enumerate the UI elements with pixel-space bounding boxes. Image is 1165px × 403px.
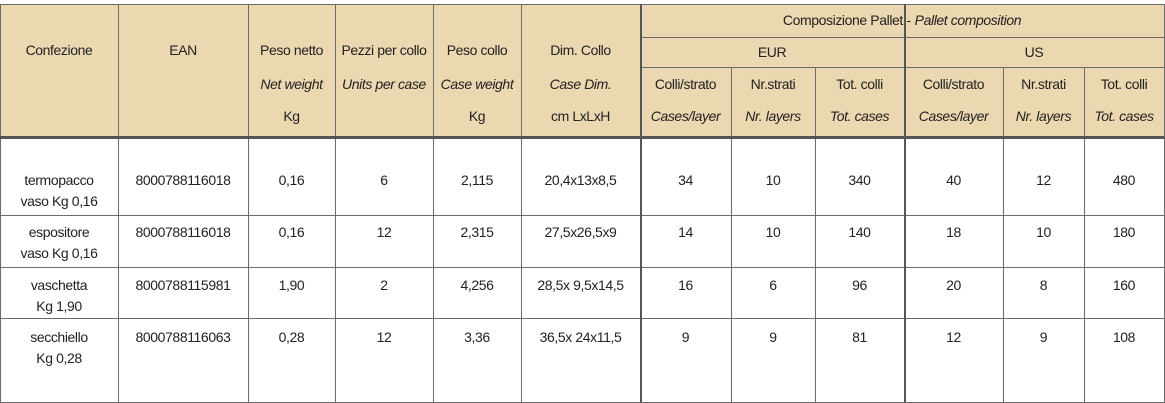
cell-value: 12 (376, 224, 392, 240)
cell-value: 16 (678, 277, 693, 293)
column-label: Peso collo (446, 42, 508, 58)
cell-value: 36,5x 24x11,5 (539, 329, 622, 345)
header-cell (335, 4, 434, 138)
cell-value: 1,90 (278, 277, 305, 293)
cell-value: 6 (380, 172, 388, 188)
product-name: secchiello (30, 329, 88, 345)
cell-value: 14 (678, 224, 693, 240)
column-label: Colli/strato (654, 76, 717, 92)
cell-value: 140 (848, 224, 871, 240)
cell-value: 20,4x13x8,5 (544, 172, 617, 188)
column-translation: Case weight (440, 76, 514, 92)
product-name: vaso Kg 0,16 (20, 245, 98, 261)
cell-value: 40 (946, 172, 961, 188)
cell-value: 18 (946, 224, 961, 240)
product-name: vaso Kg 0,16 (20, 193, 98, 209)
header-cell (640, 4, 1165, 38)
column-label: Pezzi per collo (341, 42, 427, 58)
column-label: Peso netto (260, 42, 323, 58)
cell-value: 2 (380, 277, 388, 293)
column-translation: Case Dim. (549, 76, 612, 92)
group-label: EUR (757, 44, 787, 60)
product-name: Kg 1,90 (36, 298, 82, 314)
column-unit: Kg (283, 108, 300, 124)
column-translation: Cases/layer (918, 108, 989, 124)
product-name: Kg 0,28 (36, 350, 82, 366)
cell-value: 108 (1112, 329, 1136, 345)
cell-value: 180 (1112, 224, 1136, 240)
cell-value: 8000788116018 (135, 172, 231, 188)
column-label: EAN (169, 42, 197, 58)
column-translation: Tot. cases (1094, 108, 1154, 124)
header-cell (433, 4, 522, 138)
cell-value: 28,5x 9,5x14,5 (537, 277, 624, 293)
cell-value: 2,115 (461, 172, 493, 188)
cell-value: 0,28 (278, 329, 305, 345)
column-label: Colli/strato (922, 76, 985, 92)
cell-value: 96 (852, 277, 867, 293)
cell-value: 9 (769, 329, 777, 345)
cell-value: 3,36 (464, 329, 490, 345)
cell-value: 12 (376, 329, 392, 345)
header-cell (815, 67, 905, 138)
cell-value: 480 (1112, 172, 1136, 188)
divider (904, 4, 906, 402)
cell-value: 0,16 (278, 172, 305, 188)
cell-value: 6 (769, 277, 777, 293)
product-name: vaschetta (30, 277, 88, 293)
cell-value: 81 (852, 329, 867, 345)
column-translation: Tot. cases (829, 108, 890, 124)
product-name: espositore (28, 224, 90, 240)
cell-value: 2,315 (460, 224, 494, 240)
column-unit: Kg (468, 108, 486, 124)
column-label: Nr.strati (750, 76, 796, 92)
divider (640, 4, 642, 402)
column-label: Tot. colli (836, 76, 883, 92)
column-translation: Net weight (260, 76, 323, 92)
header-cell (0, 4, 119, 138)
column-translation: Nr. layers (1015, 108, 1072, 124)
cell-value: 8000788116063 (135, 329, 231, 345)
column-translation: Units per case (342, 76, 426, 92)
pallet-title-text: Composizione Pallet - (782, 12, 911, 28)
cell-value: 12 (1036, 172, 1051, 188)
cell-value: 20 (946, 277, 961, 293)
header-cell (1084, 67, 1165, 138)
divider (0, 136, 1165, 139)
product-name: termopacco (24, 172, 94, 188)
cell-value: 160 (1112, 277, 1136, 293)
pallet-title-translation: Pallet composition (914, 12, 1022, 28)
header-cell (118, 4, 249, 138)
column-label: Confezione (25, 42, 93, 58)
cell-value: 340 (848, 172, 871, 188)
cell-value: 10 (765, 224, 781, 240)
cell-value: 10 (765, 172, 781, 188)
cell-value: 12 (946, 329, 961, 345)
cell-value: 0,16 (278, 224, 305, 240)
group-label: US (1024, 44, 1044, 60)
header-cell (731, 67, 816, 138)
header-cell (248, 4, 336, 138)
header-cell (904, 67, 1004, 138)
cell-value: 34 (678, 172, 693, 188)
column-translation: Nr. layers (745, 108, 801, 124)
column-translation: Cases/layer (650, 108, 721, 124)
column-label: Dim. Collo (550, 42, 611, 58)
column-label: Tot. colli (1100, 76, 1148, 92)
cell-value: 8000788115981 (135, 277, 231, 293)
cell-value: 9 (681, 329, 690, 345)
pallet-title: Composizione Pallet - Pallet composition (640, 10, 1164, 30)
cell-value: 4,256 (460, 277, 494, 293)
cell-value: 8000788116018 (135, 224, 231, 240)
cell-value: 8 (1039, 277, 1048, 293)
cell-value: 27,5x26,5x9 (544, 224, 617, 240)
column-unit: cm LxLxH (550, 108, 611, 124)
cell-value: 9 (1039, 329, 1048, 345)
cell-value: 10 (1036, 224, 1051, 240)
column-label: Nr.strati (1021, 76, 1066, 92)
header-cell (640, 67, 732, 138)
